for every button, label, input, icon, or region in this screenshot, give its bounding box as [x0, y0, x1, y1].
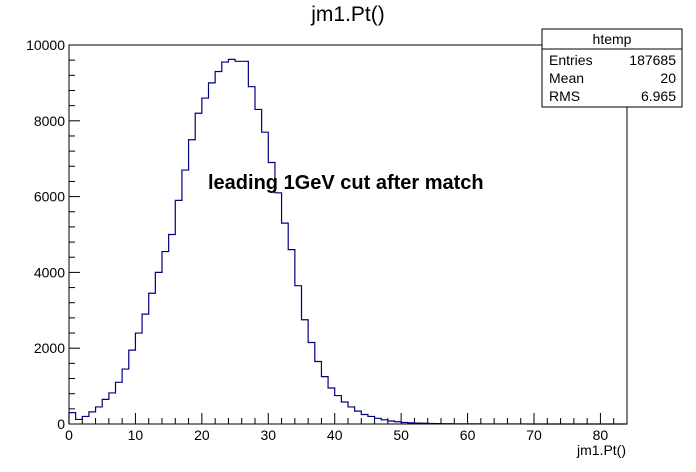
stats-entries-value: 187685: [629, 52, 676, 68]
y-tick-label: 2000: [34, 340, 65, 356]
x-tick-label: 10: [128, 427, 144, 443]
x-axis-tick-labels: 0 10 20 30 40 50 60 70 80: [65, 427, 608, 443]
x-axis-ticks: [68, 413, 628, 424]
x-axis-label: jm1.Pt(): [576, 442, 626, 458]
chart-annotation: leading 1GeV cut after match: [208, 172, 484, 194]
x-tick-label: 70: [526, 427, 542, 443]
x-tick-label: 40: [327, 427, 343, 443]
x-tick-label: 50: [393, 427, 409, 443]
chart-title: jm1.Pt(): [310, 3, 385, 26]
stats-mean-label: Mean: [549, 70, 584, 86]
stats-title: htemp: [593, 31, 632, 47]
y-tick-label: 10000: [26, 37, 65, 53]
y-tick-label: 4000: [34, 264, 65, 280]
stats-box-frame: [541, 28, 683, 108]
x-tick-label: 30: [260, 427, 276, 443]
stats-rms-label: RMS: [549, 88, 580, 104]
x-tick-label: 80: [593, 427, 609, 443]
stats-rms-value: 6.965: [641, 88, 676, 104]
y-axis-tick-labels: 0 2000 4000 6000 8000 10000: [26, 37, 65, 432]
stats-entries-label: Entries: [549, 52, 593, 68]
y-tick-label: 8000: [34, 113, 65, 129]
x-tick-label: 60: [460, 427, 476, 443]
y-axis-ticks: [69, 44, 80, 425]
plot-frame: [68, 44, 628, 425]
y-tick-label: 0: [57, 416, 65, 432]
histogram-series-line: [68, 58, 627, 425]
x-tick-label: 20: [194, 427, 210, 443]
stats-box: htemp Entries 187685 Mean 20 RMS 6.965: [541, 28, 683, 108]
stats-mean-value: 20: [660, 70, 676, 86]
x-tick-label: 0: [65, 427, 73, 443]
y-tick-label: 6000: [34, 189, 65, 205]
